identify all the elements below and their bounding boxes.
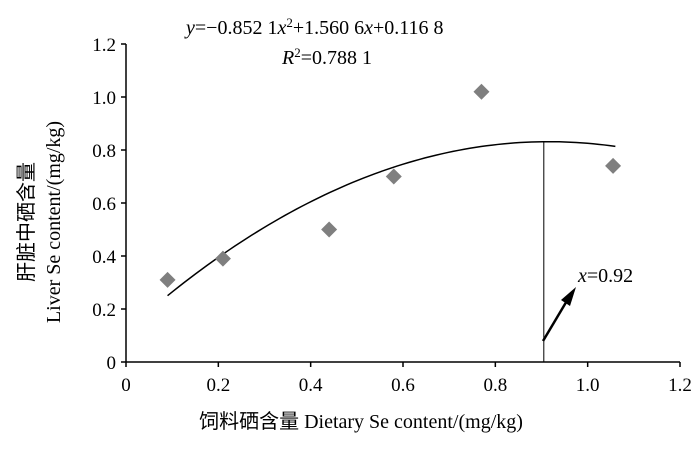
y-tick-label: 0.6 (92, 194, 116, 215)
data-point (385, 168, 402, 185)
x-axis-label: 饲料硒含量 Dietary Se content/(mg/kg) (199, 410, 523, 433)
y-axis-label: 肝脏中硒含量 Liver Se content/(mg/kg) (15, 121, 65, 323)
x-tick-label: 0 (121, 375, 131, 396)
annotation-arrow (541, 298, 570, 342)
annotation-arrowhead (561, 287, 576, 306)
data-point (321, 221, 338, 238)
r-squared: R2=0.788 1 (281, 45, 372, 70)
equation-y-var: y (184, 17, 195, 39)
r-exponent: 2 (294, 45, 301, 60)
y-tick-label: 0.8 (92, 141, 116, 162)
x-ticks: 0 0.2 0.4 0.6 0.8 1.0 1.2 (121, 362, 692, 396)
data-point (605, 157, 622, 174)
annotation-label: x=0.92 (577, 265, 633, 287)
y-tick-label: 0.2 (92, 300, 116, 321)
y-tick-label: 1.2 (92, 35, 116, 56)
equation-x-var: x (276, 17, 286, 39)
equation-part-1: =−0.852 1 (195, 17, 278, 39)
data-point (473, 83, 490, 100)
r-var: R (281, 47, 294, 69)
x-tick-label: 0.8 (483, 375, 507, 396)
y-tick-label: 0 (107, 353, 117, 374)
x-tick-label: 1.2 (668, 375, 692, 396)
data-point (159, 271, 176, 288)
equation-exponent: 2 (286, 15, 293, 30)
x-tick-label: 0.2 (206, 375, 230, 396)
annotation-x-var: x (577, 265, 587, 287)
fit-curve (167, 140, 616, 297)
annotation-value: =0.92 (587, 265, 633, 287)
y-tick-label: 0.4 (92, 247, 116, 268)
y-axis-label-line2: Liver Se content/(mg/kg) (43, 121, 65, 323)
x-tick-label: 0.6 (391, 375, 415, 396)
y-axis-label-line1: 肝脏中硒含量 (15, 162, 38, 282)
equation-part-2: +1.560 6 (293, 17, 364, 39)
equation-part-3: +0.116 8 (373, 17, 444, 39)
data-points (159, 83, 622, 288)
y-tick-label: 1.0 (92, 88, 116, 109)
r-value: =0.788 1 (301, 47, 372, 69)
data-point (214, 250, 231, 267)
y-ticks: 0 0.2 0.4 0.6 0.8 1.0 1.2 (92, 35, 126, 374)
equation-x-var-2: x (363, 17, 373, 39)
x-tick-label: 1.0 (576, 375, 600, 396)
x-tick-label: 0.4 (299, 375, 323, 396)
regression-equation: y=−0.852 1x2+1.560 6x+0.116 8 (184, 15, 444, 40)
